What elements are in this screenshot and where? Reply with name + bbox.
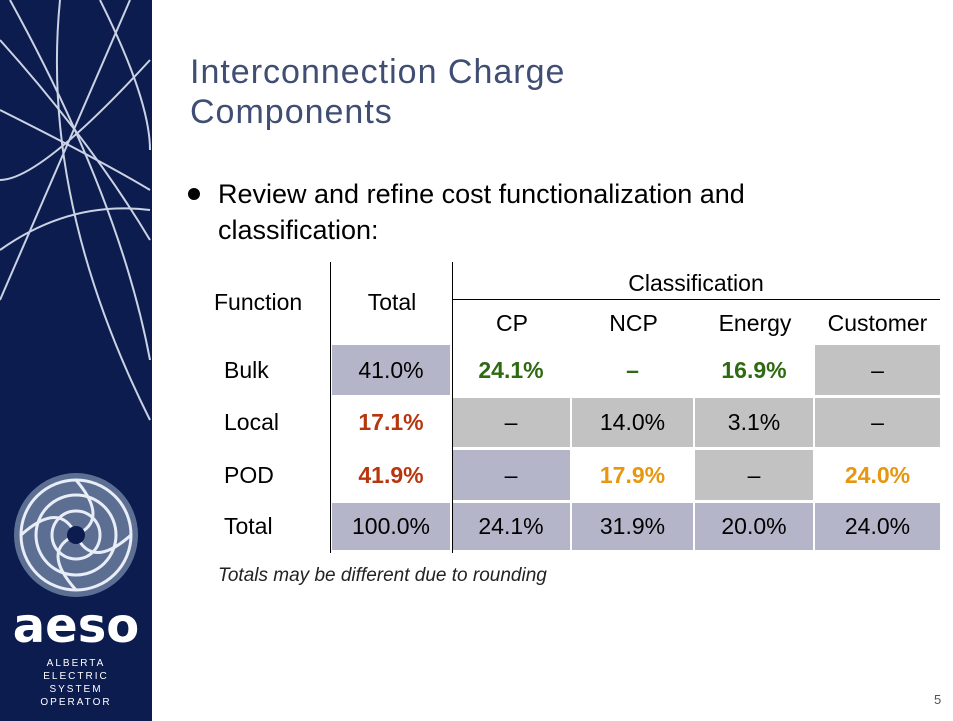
table-cell: – [815,345,940,395]
table-cell: 24.1% [452,503,570,550]
bullet-line: Review and refine cost functionalization… [218,176,745,212]
table-cell: 41.0% [332,345,450,395]
row-label: POD [210,450,330,500]
table-cell: 100.0% [332,503,450,550]
table-cell: – [815,398,940,447]
table-cell: – [572,345,693,395]
header-group: Classification [452,265,940,301]
table-cell: 24.0% [815,450,940,500]
table-cell: – [695,450,813,500]
title-line: Components [190,92,565,132]
table-cell: – [452,450,570,500]
column-rule [330,262,331,553]
table-cell: 17.1% [332,398,450,447]
table-cell: 24.0% [815,503,940,550]
row-label: Total [210,503,330,550]
table-cell: 41.9% [332,450,450,500]
slide: aeso ALBERTA ELECTRIC SYSTEM OPERATOR In… [0,0,953,721]
bullet-dot [188,188,200,200]
sidebar: aeso ALBERTA ELECTRIC SYSTEM OPERATOR [0,0,152,721]
header-cell: CP [452,303,572,343]
column-rule [452,262,453,553]
header-cell: NCP [572,303,695,343]
logo-tagline: SYSTEM [49,684,102,695]
table-cell: 31.9% [572,503,693,550]
note: Totals may be different due to rounding [218,565,547,587]
logo-name: aeso [13,598,140,654]
page-number: 5 [934,692,941,707]
title-line: Interconnection Charge [190,52,565,92]
table-cell: 16.9% [695,345,813,395]
table-cell: 3.1% [695,398,813,447]
bullet: Review and refine cost functionalization… [190,176,745,248]
slide-title: Interconnection Charge Components [190,52,565,132]
row-label: Bulk [210,345,330,395]
table-cell: 17.9% [572,450,693,500]
table-cell: 14.0% [572,398,693,447]
table-cell: 24.1% [452,345,570,395]
table-cell: 20.0% [695,503,813,550]
row-label: Local [210,398,330,447]
header-cell: Customer [815,303,940,343]
table-cell: – [452,398,570,447]
logo-tagline: ALBERTA [47,658,106,669]
header-cell: Total [332,262,452,342]
header-cell: Function [210,262,332,342]
logo-tagline: ELECTRIC [43,671,108,682]
bullet-line: classification: [218,212,745,248]
header-cell: Energy [695,303,815,343]
logo-tagline: OPERATOR [40,697,111,708]
header-rule [452,299,940,300]
